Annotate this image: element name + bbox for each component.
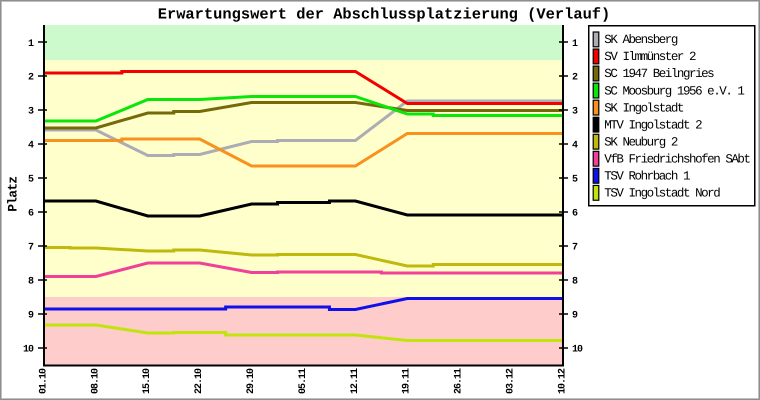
- svg-text:9: 9: [572, 310, 578, 321]
- svg-text:3: 3: [572, 107, 578, 118]
- svg-text:08.10: 08.10: [90, 368, 101, 394]
- svg-text:Erwartungswert der Abschlusspl: Erwartungswert der Abschlussplatzierung …: [158, 5, 611, 23]
- svg-text:6: 6: [28, 209, 34, 220]
- svg-text:8: 8: [28, 276, 34, 287]
- svg-text:29.10: 29.10: [246, 368, 257, 394]
- svg-text:19.11: 19.11: [402, 368, 413, 394]
- svg-text:SV Ilmmünster 2: SV Ilmmünster 2: [604, 50, 696, 64]
- svg-text:7: 7: [28, 242, 34, 253]
- svg-text:TSV Rohrbach 1: TSV Rohrbach 1: [604, 170, 690, 184]
- svg-text:TSV Ingolstadt Nord: TSV Ingolstadt Nord: [604, 187, 720, 201]
- svg-text:22.10: 22.10: [194, 368, 205, 394]
- svg-text:5: 5: [28, 175, 34, 186]
- svg-text:10: 10: [572, 344, 583, 355]
- svg-text:9: 9: [28, 310, 34, 321]
- svg-text:SK Abensberg: SK Abensberg: [604, 33, 678, 47]
- svg-text:SK Ingolstadt: SK Ingolstadt: [604, 101, 684, 115]
- svg-text:4: 4: [572, 141, 578, 152]
- svg-text:SK Neuburg 2: SK Neuburg 2: [604, 135, 678, 149]
- svg-text:01.10: 01.10: [38, 368, 49, 394]
- svg-text:05.11: 05.11: [298, 368, 309, 394]
- svg-text:8: 8: [572, 276, 578, 287]
- svg-text:03.12: 03.12: [506, 368, 517, 394]
- svg-text:15.10: 15.10: [142, 368, 153, 394]
- svg-text:1: 1: [572, 39, 578, 50]
- svg-text:3: 3: [28, 107, 34, 118]
- svg-text:MTV Ingolstadt 2: MTV Ingolstadt 2: [604, 118, 702, 132]
- svg-text:2: 2: [28, 73, 34, 84]
- svg-text:4: 4: [28, 141, 34, 152]
- svg-text:Platz: Platz: [6, 177, 21, 212]
- svg-text:SC 1947 Beilngries: SC 1947 Beilngries: [604, 67, 714, 81]
- svg-text:10: 10: [23, 344, 34, 355]
- svg-text:12.11: 12.11: [350, 368, 361, 394]
- svg-text:26.11: 26.11: [454, 368, 465, 394]
- svg-text:6: 6: [572, 209, 578, 220]
- svg-text:SC Moosburg 1956 e.V. 1: SC Moosburg 1956 e.V. 1: [604, 84, 744, 98]
- svg-text:5: 5: [572, 175, 578, 186]
- svg-text:2: 2: [572, 73, 578, 84]
- svg-text:1: 1: [28, 39, 34, 50]
- svg-text:VfB Friedrichshofen SAbt: VfB Friedrichshofen SAbt: [604, 152, 750, 166]
- svg-text:7: 7: [572, 242, 578, 253]
- svg-text:10.12: 10.12: [557, 368, 568, 394]
